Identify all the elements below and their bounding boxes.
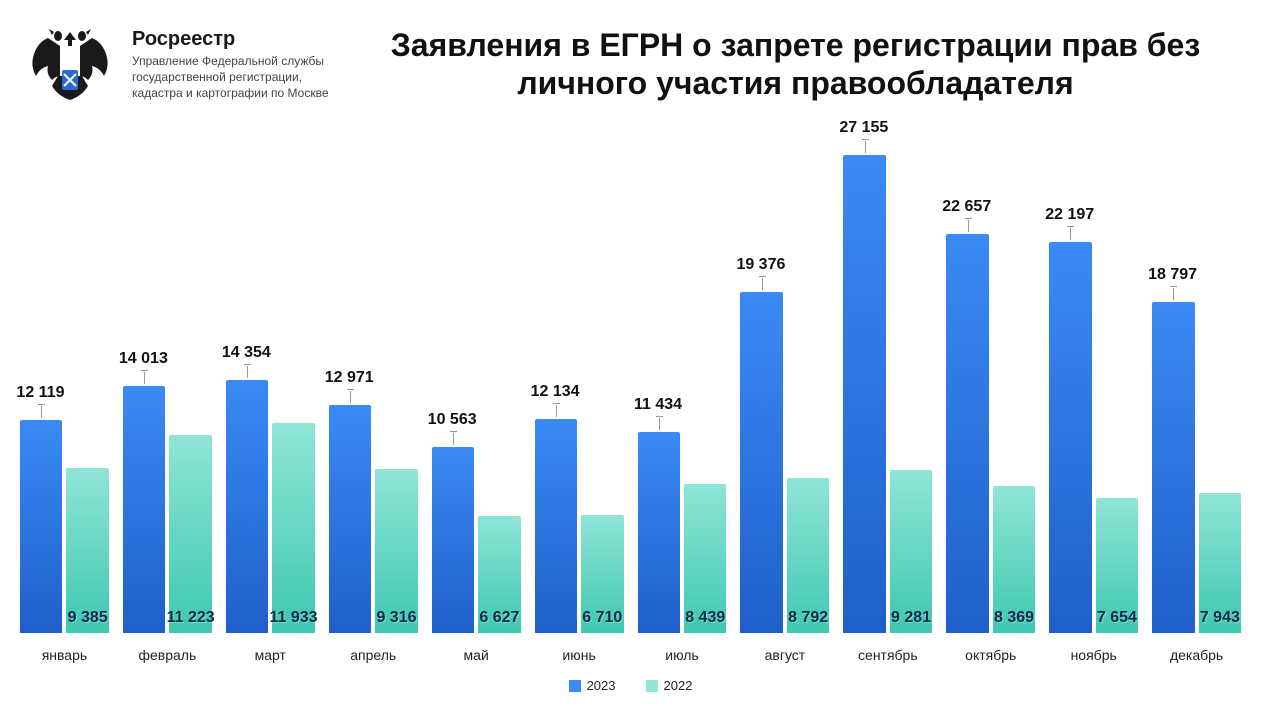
- header: Росреестр Управление Федеральной службы …: [20, 20, 1241, 120]
- bar-group: 14 01311 223: [123, 386, 212, 633]
- x-axis-label: октябрь: [946, 647, 1035, 663]
- bar-groups: 12 1199 38514 01311 22314 35411 93312 97…: [20, 140, 1241, 633]
- value-label-2023: 14 354: [186, 344, 306, 362]
- value-label-2022: 11 933: [270, 609, 318, 627]
- value-label-2022: 7 654: [1097, 609, 1137, 627]
- bar-2022: 9 281: [890, 470, 932, 633]
- x-axis-label: июль: [638, 647, 727, 663]
- chart-area: 12 1199 38514 01311 22314 35411 93312 97…: [20, 140, 1241, 693]
- logo-text: Росреестр Управление Федеральной службы …: [132, 20, 332, 102]
- bar-2022: 8 369: [993, 486, 1035, 633]
- bar-2023: [1152, 302, 1194, 633]
- value-label-2023: 12 119: [0, 384, 100, 402]
- x-axis-label: август: [740, 647, 829, 663]
- bar-2022: 6 710: [581, 515, 623, 633]
- x-axis-label: июнь: [535, 647, 624, 663]
- x-axis-label: март: [226, 647, 315, 663]
- tick-mark: [41, 406, 42, 418]
- bar-group: 22 6578 369: [946, 234, 1035, 633]
- tick-mark: [350, 391, 351, 403]
- tick-mark: [968, 220, 969, 232]
- value-label-2022: 6 627: [479, 609, 519, 627]
- chart-title: Заявления в ЕГРН о запрете регистрации п…: [350, 20, 1241, 103]
- bar-2023: [535, 419, 577, 633]
- bar-group: 10 5636 627: [432, 447, 521, 633]
- bar-2023: [432, 447, 474, 633]
- bar-2023: [946, 234, 988, 633]
- bar-group: 14 35411 933: [226, 380, 315, 633]
- bar-2022: 11 223: [169, 435, 211, 633]
- bar-2022: 9 316: [375, 469, 417, 633]
- x-axis-label: апрель: [329, 647, 418, 663]
- bar-2023: [123, 386, 165, 633]
- value-label-2022: 7 943: [1200, 609, 1240, 627]
- value-label-2023: 22 197: [1010, 206, 1130, 224]
- bar-2022: 11 933: [272, 423, 314, 633]
- tick-mark: [453, 433, 454, 445]
- bar-2022: 9 385: [66, 468, 108, 633]
- tick-mark: [556, 405, 557, 417]
- value-label-2022: 9 385: [68, 609, 108, 627]
- value-label-2022: 11 223: [167, 609, 215, 627]
- bar-2023: [20, 420, 62, 633]
- bar-2023: [638, 432, 680, 633]
- bar-2023: [740, 292, 782, 633]
- value-label-2023: 10 563: [392, 411, 512, 429]
- bar-2022: 7 654: [1096, 498, 1138, 633]
- legend-swatch: [569, 680, 581, 692]
- value-label-2023: 19 376: [701, 256, 821, 274]
- x-axis-label: ноябрь: [1049, 647, 1138, 663]
- bar-2022: 6 627: [478, 516, 520, 633]
- tick-mark: [144, 372, 145, 384]
- value-label-2022: 9 281: [891, 609, 931, 627]
- legend-label: 2022: [664, 678, 693, 693]
- bar-group: 12 9719 316: [329, 405, 418, 633]
- value-label-2023: 11 434: [598, 396, 718, 414]
- tick-mark: [247, 366, 248, 378]
- x-axis-label: май: [432, 647, 521, 663]
- tick-mark: [865, 141, 866, 153]
- x-axis-label: январь: [20, 647, 109, 663]
- legend: 2023 2022: [20, 678, 1241, 693]
- bar-2022: 8 792: [787, 478, 829, 633]
- tick-mark: [1070, 228, 1071, 240]
- rosreestr-eagle-icon: [20, 20, 120, 120]
- bar-2023: [843, 155, 885, 633]
- value-label-2022: 8 439: [685, 609, 725, 627]
- value-label-2022: 9 316: [376, 609, 416, 627]
- bar-group: 18 7977 943: [1152, 302, 1241, 633]
- bar-2023: [226, 380, 268, 633]
- legend-label: 2023: [587, 678, 616, 693]
- value-label-2022: 6 710: [582, 609, 622, 627]
- value-label-2023: 27 155: [804, 119, 924, 137]
- value-label-2022: 8 792: [788, 609, 828, 627]
- bar-2023: [329, 405, 371, 633]
- logo-block: Росреестр Управление Федеральной службы …: [20, 20, 350, 120]
- value-label-2023: 18 797: [1113, 266, 1233, 284]
- bar-2022: 8 439: [684, 484, 726, 633]
- value-label-2023: 12 971: [289, 369, 409, 387]
- legend-swatch: [646, 680, 658, 692]
- legend-item: 2023: [569, 678, 616, 693]
- bar-group: 12 1199 385: [20, 420, 109, 633]
- bar-2023: [1049, 242, 1091, 633]
- tick-mark: [762, 278, 763, 290]
- x-axis-label: декабрь: [1152, 647, 1241, 663]
- bar-group: 12 1346 710: [535, 419, 624, 633]
- logo-title: Росреестр: [132, 28, 332, 51]
- bar-group: 11 4348 439: [638, 432, 727, 633]
- tick-mark: [659, 418, 660, 430]
- x-axis-labels: январь февраль март апрель майиюнь июль август…: [20, 647, 1241, 663]
- bar-group: 19 3768 792: [740, 292, 829, 633]
- bar-2022: 7 943: [1199, 493, 1241, 633]
- tick-mark: [1173, 288, 1174, 300]
- value-label-2022: 8 369: [994, 609, 1034, 627]
- bar-group: 27 1559 281: [843, 155, 932, 633]
- x-axis-label: февраль: [123, 647, 212, 663]
- logo-subtitle: Управление Федеральной службы государств…: [132, 53, 332, 102]
- x-axis-label: сентябрь: [843, 647, 932, 663]
- bar-group: 22 1977 654: [1049, 242, 1138, 633]
- legend-item: 2022: [646, 678, 693, 693]
